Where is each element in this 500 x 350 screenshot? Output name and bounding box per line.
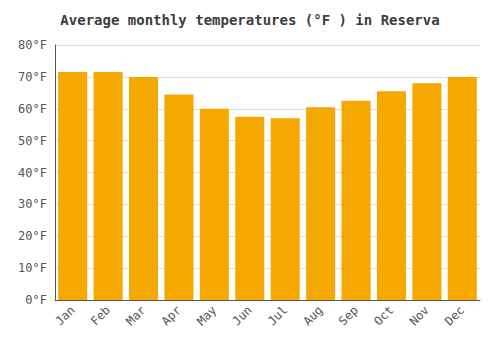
svg-text:70°F: 70°F (18, 70, 47, 84)
svg-text:Mar: Mar (123, 303, 148, 328)
svg-text:Sep: Sep (336, 303, 361, 328)
svg-text:30°F: 30°F (18, 197, 47, 211)
svg-text:May: May (194, 303, 219, 328)
svg-text:Oct: Oct (371, 303, 396, 328)
svg-text:Aug: Aug (300, 303, 325, 328)
svg-text:0°F: 0°F (25, 293, 47, 307)
svg-text:Nov: Nov (407, 303, 432, 328)
svg-text:Jan: Jan (52, 303, 77, 328)
svg-text:10°F: 10°F (18, 261, 47, 275)
svg-text:Jun: Jun (230, 303, 255, 328)
svg-text:Jul: Jul (265, 303, 290, 328)
svg-text:80°F: 80°F (18, 38, 47, 52)
svg-text:Average monthly temperatures (: Average monthly temperatures (°F ) in Re… (60, 12, 439, 28)
svg-text:20°F: 20°F (18, 229, 47, 243)
svg-text:Dec: Dec (442, 303, 467, 328)
svg-text:Apr: Apr (159, 303, 184, 328)
svg-text:60°F: 60°F (18, 102, 47, 116)
svg-text:Feb: Feb (88, 303, 113, 328)
svg-text:50°F: 50°F (18, 134, 47, 148)
svg-text:40°F: 40°F (18, 166, 47, 180)
